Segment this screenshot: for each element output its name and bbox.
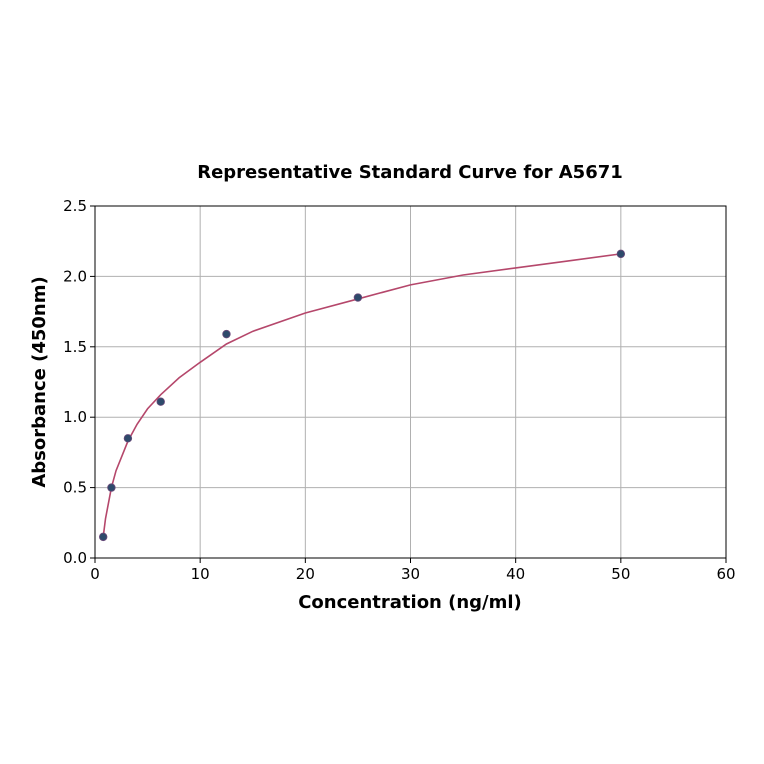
data-points-layer [99, 249, 626, 542]
y-tick-label: 2.0 [63, 267, 87, 285]
data-point [222, 329, 231, 339]
y-tick-label: 1.0 [63, 408, 87, 426]
data-point [123, 434, 133, 443]
x-tick-label: 60 [716, 565, 735, 583]
x-tick-label: 50 [611, 565, 630, 583]
x-tick-label: 10 [191, 565, 210, 583]
y-tick-label: 2.5 [63, 197, 87, 215]
data-point [107, 483, 116, 492]
fitted-curve-layer [102, 253, 621, 537]
y-axis-label: Absorbance (450nm) [29, 276, 50, 487]
chart-title: Representative Standard Curve for A5671 [197, 162, 623, 183]
y-tick-label: 1.5 [63, 338, 87, 356]
x-tick-label: 20 [296, 565, 315, 583]
x-tick-label: 30 [401, 565, 420, 583]
x-tick-label: 0 [90, 565, 100, 583]
data-point [616, 249, 626, 259]
axis-ticks: 0 10 20 30 40 50 60 0.0 0.5 1.0 1.5 2.0 2.5 [63, 197, 735, 583]
y-tick-label: 0.0 [63, 549, 87, 567]
data-point [353, 293, 363, 302]
data-point [156, 397, 165, 406]
data-point [99, 532, 108, 542]
x-axis-label: Concentration (ng/ml) [298, 592, 522, 613]
y-tick-label: 0.5 [63, 479, 87, 497]
fitted-curve-line [102, 253, 621, 537]
x-tick-label: 40 [506, 565, 525, 583]
grid [95, 206, 726, 558]
